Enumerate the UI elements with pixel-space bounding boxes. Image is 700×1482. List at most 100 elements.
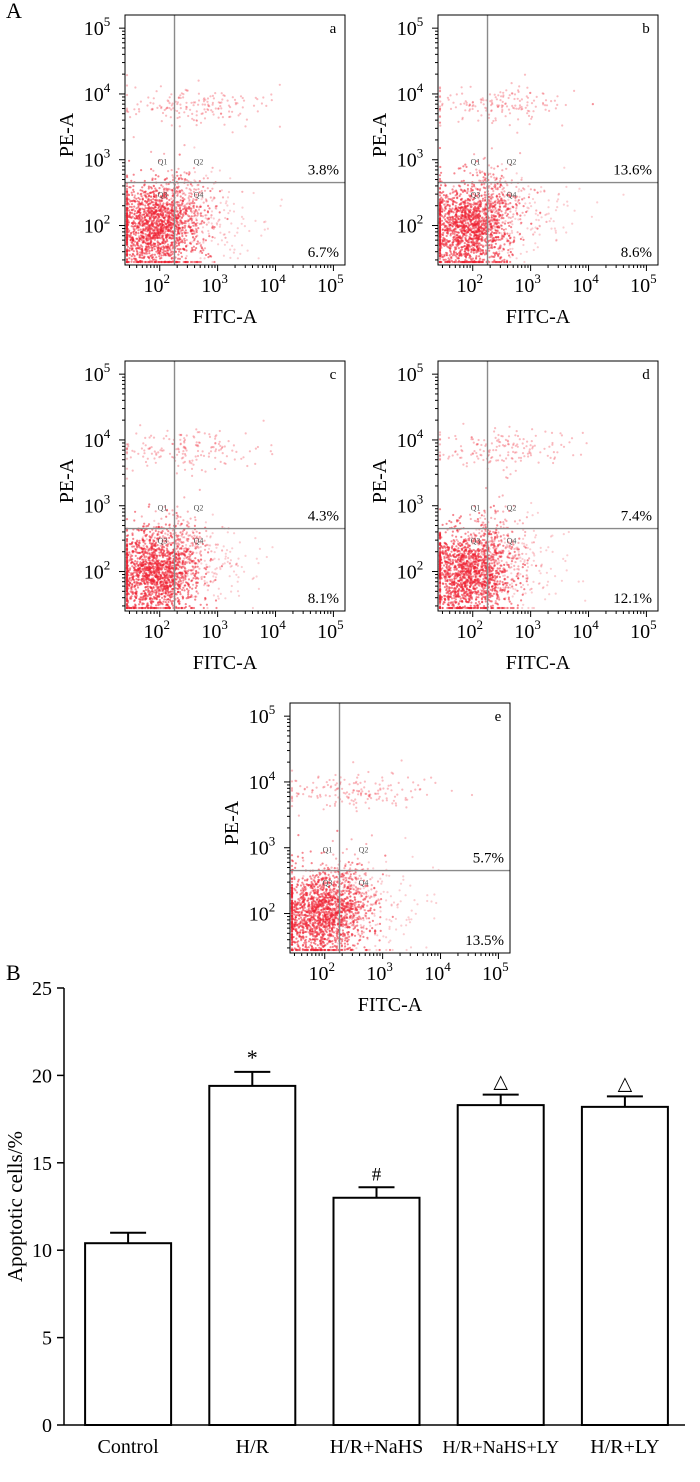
event-dot xyxy=(466,230,469,233)
event-dot xyxy=(228,115,231,119)
event-dot xyxy=(493,260,496,263)
event-dot xyxy=(145,239,149,242)
event-dot xyxy=(467,209,470,212)
event-dot xyxy=(449,234,452,237)
event-dot xyxy=(183,211,186,214)
event-dot xyxy=(466,189,469,193)
event-dot xyxy=(192,531,195,534)
event-dot xyxy=(192,245,195,248)
event-dot xyxy=(223,243,226,246)
event-dot xyxy=(480,220,483,223)
event-dot xyxy=(149,101,152,104)
event-dot xyxy=(206,187,209,190)
event-dot xyxy=(166,208,169,211)
event-dot xyxy=(473,233,476,236)
event-dot xyxy=(139,211,142,215)
event-dot xyxy=(193,212,196,215)
event-dot xyxy=(168,198,171,202)
event-dot xyxy=(493,252,496,255)
event-dot xyxy=(475,168,478,171)
event-dot xyxy=(163,196,166,199)
event-dot xyxy=(177,257,180,260)
event-dot xyxy=(484,249,487,252)
event-dot xyxy=(438,194,442,197)
event-dot xyxy=(490,225,493,229)
event-dot xyxy=(152,184,155,187)
event-dot xyxy=(134,560,137,563)
event-dot xyxy=(189,203,192,206)
event-dot xyxy=(459,249,462,252)
event-dot xyxy=(132,545,136,548)
event-dot xyxy=(490,255,493,258)
event-dot xyxy=(138,566,141,569)
event-dot xyxy=(502,91,505,94)
event-dot xyxy=(503,243,506,246)
event-dot xyxy=(458,203,461,206)
event-dot xyxy=(178,125,181,128)
event-dot xyxy=(202,238,205,241)
event-dot xyxy=(499,244,502,247)
event-dot xyxy=(198,191,201,194)
event-dot xyxy=(152,242,156,246)
event-dot xyxy=(185,105,188,108)
event-dot xyxy=(188,215,191,218)
event-dot xyxy=(171,224,174,227)
event-dot xyxy=(201,196,204,199)
event-dot xyxy=(184,257,187,260)
event-dot xyxy=(448,204,451,207)
event-dot xyxy=(480,101,483,104)
event-dot xyxy=(470,223,473,226)
event-dot xyxy=(524,106,527,109)
event-dot xyxy=(170,260,173,264)
event-dot xyxy=(485,219,488,222)
event-dot xyxy=(232,202,235,205)
event-dot xyxy=(192,210,195,213)
event-dot xyxy=(178,177,181,180)
event-dot xyxy=(132,225,135,228)
event-dot xyxy=(521,198,524,201)
event-dot xyxy=(474,194,477,197)
event-dot xyxy=(474,217,477,220)
event-dot xyxy=(463,102,466,105)
event-dot xyxy=(441,228,444,231)
event-dot xyxy=(171,204,174,207)
event-dot xyxy=(479,225,482,228)
event-dot xyxy=(503,190,506,193)
event-dot xyxy=(508,242,511,245)
event-dot xyxy=(483,172,486,175)
event-dot xyxy=(504,205,507,208)
event-dot xyxy=(490,109,493,112)
event-dot xyxy=(491,102,494,106)
event-dot xyxy=(161,194,165,197)
event-dot xyxy=(139,251,142,254)
event-dot xyxy=(144,226,148,229)
event-dot xyxy=(245,118,248,121)
event-dot xyxy=(125,243,129,246)
event-dot xyxy=(175,207,178,210)
event-dot xyxy=(148,194,151,197)
event-dot xyxy=(501,221,504,224)
event-dot xyxy=(178,250,181,253)
event-dot xyxy=(491,231,494,234)
event-dot xyxy=(481,232,484,235)
event-dot xyxy=(132,190,135,193)
event-dot xyxy=(228,110,231,113)
event-dot xyxy=(488,209,491,212)
x-tick-label: 105 xyxy=(630,271,657,297)
event-dot xyxy=(509,207,512,210)
event-dot xyxy=(501,169,504,172)
event-dot xyxy=(482,176,485,179)
event-dot xyxy=(164,554,167,557)
event-dot xyxy=(128,205,131,208)
event-dot xyxy=(177,213,180,217)
event-dot xyxy=(438,146,442,150)
event-dot xyxy=(208,235,211,238)
event-dot xyxy=(493,238,496,241)
event-dot xyxy=(461,227,464,230)
event-dot xyxy=(438,115,442,119)
event-dot xyxy=(480,260,483,264)
event-dot xyxy=(186,548,189,551)
event-dot xyxy=(162,245,165,248)
event-dot xyxy=(125,202,129,205)
event-dot xyxy=(176,190,179,193)
